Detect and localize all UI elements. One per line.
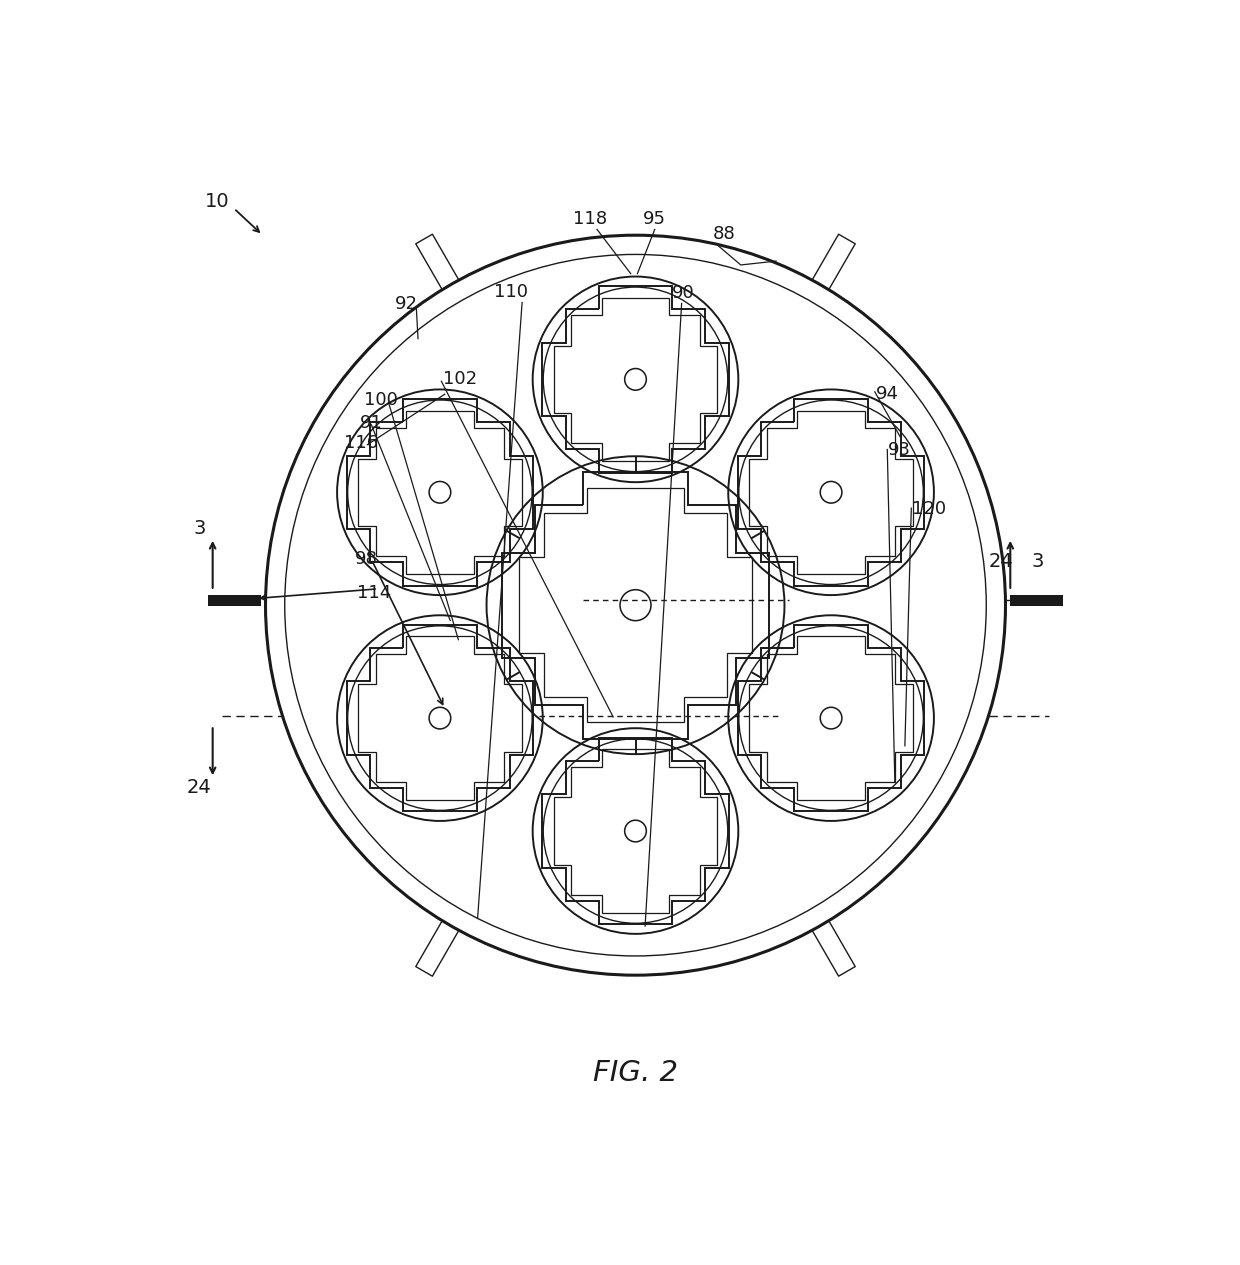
Text: 93: 93 [888, 441, 911, 459]
Text: FIG. 2: FIG. 2 [593, 1059, 678, 1087]
Text: 10: 10 [205, 192, 229, 211]
Text: 88: 88 [713, 225, 735, 243]
Text: 3: 3 [1030, 553, 1043, 572]
Text: 24: 24 [187, 778, 212, 797]
Text: 95: 95 [644, 210, 666, 228]
Text: 92: 92 [396, 296, 418, 314]
Bar [208, 595, 260, 606]
Text: 24: 24 [988, 553, 1013, 572]
Text: 118: 118 [573, 210, 608, 228]
Bar [1011, 595, 1063, 606]
Text: 3: 3 [193, 519, 206, 538]
Text: 100: 100 [365, 391, 398, 410]
Text: 90: 90 [672, 283, 694, 301]
Text: 114: 114 [357, 583, 391, 602]
Text: 120: 120 [913, 500, 946, 519]
Text: 91: 91 [360, 414, 383, 431]
Text: 110: 110 [494, 282, 527, 301]
Text: 116: 116 [345, 434, 378, 452]
Text: 98: 98 [355, 550, 378, 568]
Text: 102: 102 [444, 371, 477, 388]
Text: 94: 94 [875, 385, 899, 402]
